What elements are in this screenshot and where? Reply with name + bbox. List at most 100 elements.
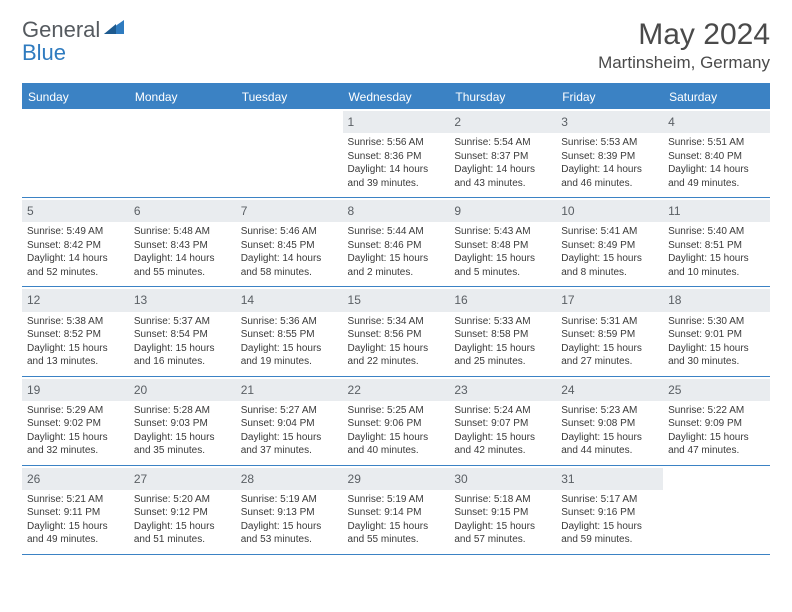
day-number: 13	[129, 289, 236, 311]
logo-text-a: General	[22, 17, 100, 42]
day-of-week-row: SundayMondayTuesdayWednesdayThursdayFrid…	[22, 84, 770, 109]
day-number: 7	[236, 200, 343, 222]
day-number: 10	[556, 200, 663, 222]
daylight-text: Daylight: 15 hours and 8 minutes.	[561, 252, 658, 279]
day-number: 26	[22, 468, 129, 490]
sunset-text: Sunset: 9:01 PM	[668, 328, 765, 342]
day-number: 1	[343, 111, 450, 133]
header: GeneralBlue May 2024 Martinsheim, German…	[22, 18, 770, 73]
dow-header: Thursday	[449, 84, 556, 109]
day-cell: 25Sunrise: 5:22 AMSunset: 9:09 PMDayligh…	[663, 376, 770, 465]
daylight-text: Daylight: 14 hours and 43 minutes.	[454, 163, 551, 190]
day-cell: 3Sunrise: 5:53 AMSunset: 8:39 PMDaylight…	[556, 109, 663, 198]
daylight-text: Daylight: 15 hours and 55 minutes.	[348, 520, 445, 547]
sunset-text: Sunset: 8:51 PM	[668, 239, 765, 253]
sunrise-text: Sunrise: 5:30 AM	[668, 315, 765, 329]
day-number: 5	[22, 200, 129, 222]
daylight-text: Daylight: 15 hours and 51 minutes.	[134, 520, 231, 547]
day-detail: Sunrise: 5:53 AMSunset: 8:39 PMDaylight:…	[559, 136, 660, 190]
day-cell: 13Sunrise: 5:37 AMSunset: 8:54 PMDayligh…	[129, 287, 236, 376]
sunrise-text: Sunrise: 5:56 AM	[348, 136, 445, 150]
day-detail: Sunrise: 5:19 AMSunset: 9:13 PMDaylight:…	[239, 493, 340, 547]
sunrise-text: Sunrise: 5:34 AM	[348, 315, 445, 329]
day-detail: Sunrise: 5:29 AMSunset: 9:02 PMDaylight:…	[25, 404, 126, 458]
dow-header: Monday	[129, 84, 236, 109]
day-number: 28	[236, 468, 343, 490]
day-cell: 15 Sunrise: 5:34 AMSunset: 8:56 PMDayligh…	[343, 287, 450, 376]
daylight-text: Daylight: 15 hours and 35 minutes.	[134, 431, 231, 458]
day-number: 21	[236, 379, 343, 401]
day-detail: Sunrise: 5:48 AMSunset: 8:43 PMDaylight:…	[132, 225, 233, 279]
day-number: 11	[663, 200, 770, 222]
sunset-text: Sunset: 9:02 PM	[27, 417, 124, 431]
day-cell: 17 Sunrise: 5:31 AMSunset: 8:59 PMDayligh…	[556, 287, 663, 376]
sunset-text: Sunset: 8:45 PM	[241, 239, 338, 253]
daylight-text: Daylight: 15 hours and 22 minutes.	[348, 342, 445, 369]
daylight-text: Daylight: 15 hours and 37 minutes.	[241, 431, 338, 458]
day-cell: 16Sunrise: 5:33 AMSunset: 8:58 PMDayligh…	[449, 287, 556, 376]
dow-header: Wednesday	[343, 84, 450, 109]
sunrise-text: Sunrise: 5:44 AM	[348, 225, 445, 239]
sunset-text: Sunset: 9:06 PM	[348, 417, 445, 431]
daylight-text: Daylight: 14 hours and 55 minutes.	[134, 252, 231, 279]
day-cell: 22Sunrise: 5:25 AMSunset: 9:06 PMDayligh…	[343, 376, 450, 465]
day-detail: Sunrise: 5:34 AMSunset: 8:56 PMDaylight:…	[346, 315, 447, 369]
day-cell: 23Sunrise: 5:24 AMSunset: 9:07 PMDayligh…	[449, 376, 556, 465]
day-detail: Sunrise: 5:27 AMSunset: 9:04 PMDaylight:…	[239, 404, 340, 458]
day-detail: Sunrise: 5:31 AMSunset: 8:59 PMDaylight:…	[559, 315, 660, 369]
sunset-text: Sunset: 9:14 PM	[348, 506, 445, 520]
sunset-text: Sunset: 8:55 PM	[241, 328, 338, 342]
daylight-text: Daylight: 15 hours and 27 minutes.	[561, 342, 658, 369]
daylight-text: Daylight: 15 hours and 5 minutes.	[454, 252, 551, 279]
sunrise-text: Sunrise: 5:36 AM	[241, 315, 338, 329]
day-detail: Sunrise: 5:38 AMSunset: 8:52 PMDaylight:…	[25, 315, 126, 369]
day-detail: Sunrise: 5:49 AMSunset: 8:42 PMDaylight:…	[25, 225, 126, 279]
location-text: Martinsheim, Germany	[598, 53, 770, 73]
day-number: 31	[556, 468, 663, 490]
daylight-text: Daylight: 15 hours and 47 minutes.	[668, 431, 765, 458]
day-detail: Sunrise: 5:19 AMSunset: 9:14 PMDaylight:…	[346, 493, 447, 547]
day-number: 16	[449, 289, 556, 311]
sunset-text: Sunset: 8:36 PM	[348, 150, 445, 164]
day-detail: Sunrise: 5:36 AMSunset: 8:55 PMDaylight:…	[239, 315, 340, 369]
day-number: 25	[663, 379, 770, 401]
daylight-text: Daylight: 15 hours and 19 minutes.	[241, 342, 338, 369]
daylight-text: Daylight: 15 hours and 53 minutes.	[241, 520, 338, 547]
sunrise-text: Sunrise: 5:33 AM	[454, 315, 551, 329]
logo-mark-icon	[104, 15, 124, 38]
week-row: 5 Sunrise: 5:49 AMSunset: 8:42 PMDaylight…	[22, 198, 770, 287]
logo-text-b: Blue	[22, 40, 66, 65]
day-detail: Sunrise: 5:28 AMSunset: 9:03 PMDaylight:…	[132, 404, 233, 458]
day-number: 15	[343, 289, 450, 311]
day-detail: Sunrise: 5:25 AMSunset: 9:06 PMDaylight:…	[346, 404, 447, 458]
day-number: 4	[663, 111, 770, 133]
day-cell	[129, 109, 236, 198]
day-cell: 2Sunrise: 5:54 AMSunset: 8:37 PMDaylight…	[449, 109, 556, 198]
day-cell	[663, 465, 770, 554]
day-number: 12	[22, 289, 129, 311]
dow-header: Saturday	[663, 84, 770, 109]
day-cell: 1Sunrise: 5:56 AMSunset: 8:36 PMDaylight…	[343, 109, 450, 198]
sunrise-text: Sunrise: 5:18 AM	[454, 493, 551, 507]
day-detail: Sunrise: 5:17 AMSunset: 9:16 PMDaylight:…	[559, 493, 660, 547]
day-detail: Sunrise: 5:20 AMSunset: 9:12 PMDaylight:…	[132, 493, 233, 547]
day-number: 17	[556, 289, 663, 311]
sunrise-text: Sunrise: 5:43 AM	[454, 225, 551, 239]
sunset-text: Sunset: 8:58 PM	[454, 328, 551, 342]
day-detail: Sunrise: 5:54 AMSunset: 8:37 PMDaylight:…	[452, 136, 553, 190]
sunset-text: Sunset: 9:13 PM	[241, 506, 338, 520]
day-cell: 24Sunrise: 5:23 AMSunset: 9:08 PMDayligh…	[556, 376, 663, 465]
day-number: 24	[556, 379, 663, 401]
day-cell: 28 Sunrise: 5:19 AMSunset: 9:13 PMDayligh…	[236, 465, 343, 554]
day-cell: 21 Sunrise: 5:27 AMSunset: 9:04 PMDayligh…	[236, 376, 343, 465]
day-cell: 27Sunrise: 5:20 AMSunset: 9:12 PMDayligh…	[129, 465, 236, 554]
day-detail: Sunrise: 5:51 AMSunset: 8:40 PMDaylight:…	[666, 136, 767, 190]
day-cell: 11Sunrise: 5:40 AMSunset: 8:51 PMDayligh…	[663, 198, 770, 287]
day-cell: 26Sunrise: 5:21 AMSunset: 9:11 PMDayligh…	[22, 465, 129, 554]
day-number: 29	[343, 468, 450, 490]
sunrise-text: Sunrise: 5:53 AM	[561, 136, 658, 150]
day-detail: Sunrise: 5:24 AMSunset: 9:07 PMDaylight:…	[452, 404, 553, 458]
sunrise-text: Sunrise: 5:17 AM	[561, 493, 658, 507]
calendar-table: SundayMondayTuesdayWednesdayThursdayFrid…	[22, 83, 770, 555]
page-title: May 2024	[598, 18, 770, 51]
